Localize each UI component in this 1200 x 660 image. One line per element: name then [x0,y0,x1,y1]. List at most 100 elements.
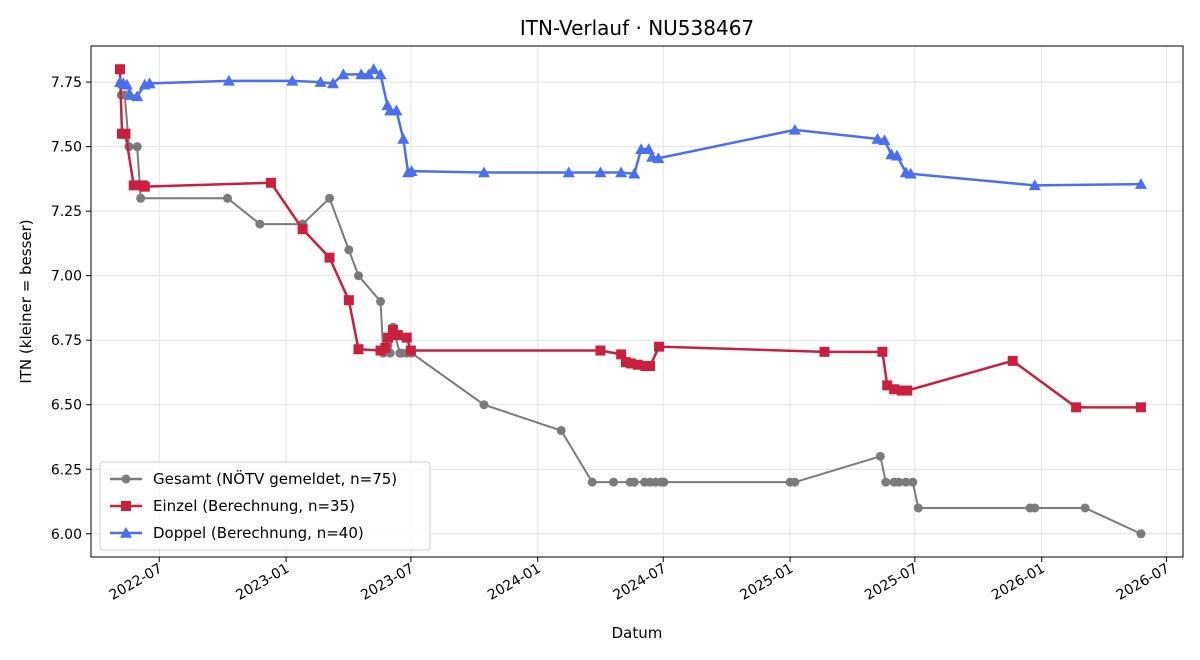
data-point [654,341,665,352]
data-point [629,477,639,487]
data-point [875,451,885,461]
series-layer [113,63,1147,539]
data-point [609,477,619,487]
data-point [871,132,884,144]
data-point [337,68,350,80]
chart-title: ITN-Verlauf · NU538467 [520,16,754,40]
data-point [902,385,913,396]
data-point [353,344,364,355]
legend-entry [110,501,142,511]
data-point [819,346,830,357]
data-point [645,361,656,372]
data-point [383,332,394,343]
data-point [374,68,387,80]
y-tick-label: 6.75 [51,333,82,349]
data-point [143,77,156,89]
y-axis-title: ITN (kleiner = besser) [17,219,35,383]
data-point [896,385,907,396]
data-point [314,76,327,87]
y-tick-label: 7.75 [51,75,82,91]
data-point [367,63,380,75]
data-point [405,345,416,356]
grid-lines [91,46,1183,557]
data-point [405,165,418,176]
data-point [139,181,150,192]
y-tick-label: 7.00 [51,269,82,285]
data-point [132,142,142,152]
data-point [114,64,125,75]
data-point [392,330,403,341]
y-axis-ticks: 6.00 6.25 6.50 6.75 7.00 7.25 7.50 7.75 [51,75,91,543]
legend-marker [121,501,131,511]
data-point [380,342,391,353]
data-point [889,384,900,395]
data-point [326,77,339,89]
series-square [114,64,1146,413]
data-point [642,143,655,155]
x-axis-title: Datum [612,624,663,642]
y-tick-label: 6.25 [51,462,82,478]
data-point [265,177,276,188]
data-point [1071,402,1082,413]
data-point [397,132,410,144]
data-point [628,167,641,179]
data-point [286,74,299,86]
data-point [788,123,801,135]
data-point [659,477,669,487]
data-point [901,477,911,487]
data-point [594,166,607,178]
data-point [131,90,144,102]
data-point [120,78,133,90]
legend-box [99,461,431,551]
data-point [387,324,398,335]
data-point [894,477,904,487]
data-point [390,104,403,116]
y-tick-label: 7.50 [51,140,82,156]
data-point [1134,178,1147,189]
data-point [881,477,891,487]
data-point [595,345,606,356]
data-point [223,193,232,203]
data-point [477,166,490,178]
y-tick-label: 7.25 [51,204,82,220]
data-point [324,252,335,263]
data-point [120,128,131,139]
data-point [1136,529,1146,539]
data-point [632,359,643,370]
data-point [1007,355,1018,366]
data-point [344,245,354,255]
data-point [124,89,137,100]
data-point [790,477,800,487]
data-point [222,74,235,86]
data-point [376,297,386,306]
data-point [401,332,412,343]
y-tick-label: 6.50 [51,398,82,414]
legend-label: Gesamt (NÖTV gemeldet, n=75) [153,469,397,488]
y-tick-label: 6.00 [51,527,82,543]
series-triangle [113,63,1147,191]
legend-entry [110,527,142,538]
legend-entry [110,474,142,484]
data-point [1080,503,1090,513]
data-point [635,143,648,155]
legend-marker [120,527,132,538]
data-point [908,477,918,487]
plot-frame [90,45,1184,558]
data-point [1030,503,1040,513]
data-point [913,503,923,513]
data-point [904,167,917,179]
data-point [343,295,354,306]
data-point [479,400,489,410]
data-point [1028,179,1041,191]
data-point [556,426,566,436]
data-point [297,224,308,235]
data-point [562,166,575,178]
legend-marker [121,474,131,484]
data-point [878,134,891,145]
data-point [355,68,368,80]
data-point [616,349,627,360]
data-point [136,193,146,203]
